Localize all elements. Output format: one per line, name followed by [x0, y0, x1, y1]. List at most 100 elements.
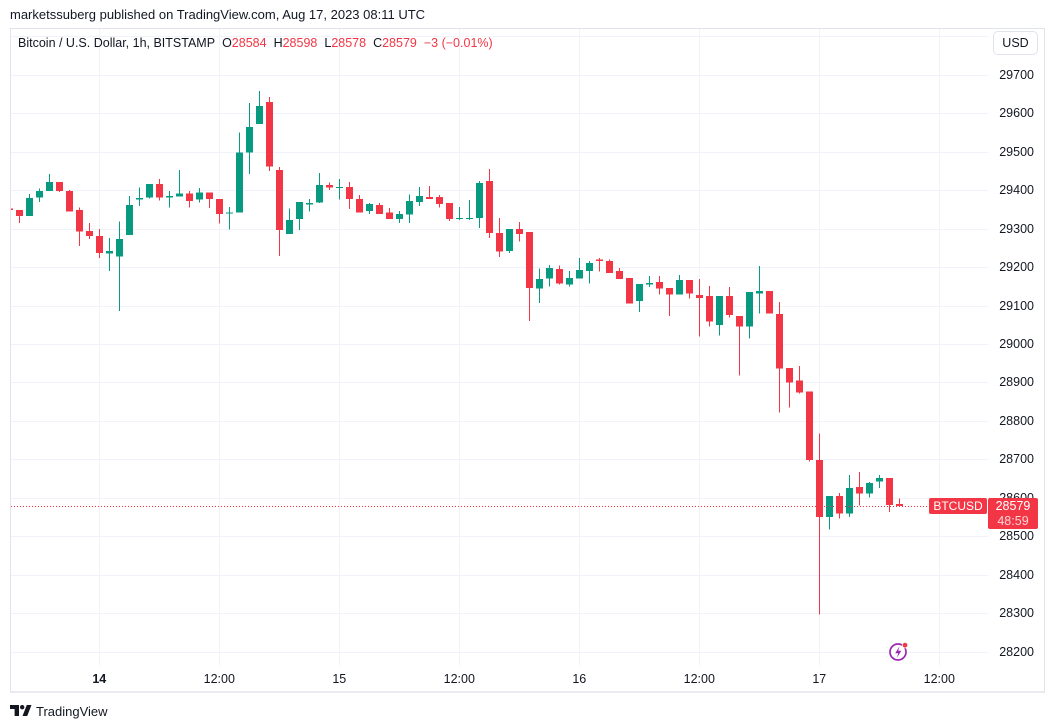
price-axis-label: 29000 — [999, 336, 1034, 351]
price-axis-label: 28800 — [999, 413, 1034, 428]
candle-up — [116, 221, 123, 311]
candle-up — [476, 181, 483, 229]
candle-down — [786, 367, 793, 408]
candle-up — [676, 275, 683, 295]
candle-up — [466, 200, 473, 221]
candle-down — [896, 498, 903, 507]
candle-down — [346, 181, 353, 209]
candle-up — [646, 275, 653, 288]
candle-down — [206, 192, 213, 209]
candle-up — [196, 188, 203, 203]
symbol-description: Bitcoin / U.S. Dollar, 1h, BITSTAMP — [18, 36, 216, 50]
time-axis-label: 12:00 — [443, 672, 475, 686]
candle-down — [696, 278, 703, 337]
candle-down — [266, 96, 273, 171]
candle-down — [436, 195, 443, 208]
time-axis-label: 16 — [572, 672, 587, 686]
candle-down — [726, 287, 733, 318]
price-axis-label: 28300 — [999, 606, 1034, 621]
candle-up — [456, 206, 463, 221]
candle-up — [316, 173, 323, 204]
candle-up — [126, 195, 133, 236]
time-axis-label: 15 — [332, 672, 347, 686]
candle-down — [806, 391, 813, 462]
candle-down — [886, 477, 893, 513]
legend-high: H28598 — [274, 36, 318, 50]
grid-lines — [11, 29, 988, 665]
candle-down — [426, 186, 433, 199]
chart-legend: Bitcoin / U.S. Dollar, 1h, BITSTAMP O 285… — [18, 34, 493, 52]
price-change: −3 (−0.01%) — [423, 36, 493, 50]
candle-down — [856, 471, 863, 506]
candle-down — [616, 268, 623, 279]
candle-up — [296, 201, 303, 231]
candle-down — [11, 208, 13, 211]
low-value: 28578 — [331, 36, 367, 50]
candle-up — [106, 237, 113, 271]
candle-up — [286, 208, 293, 234]
candle-down — [356, 195, 363, 213]
last-price-value: 28579 — [995, 499, 1031, 514]
candle-up — [226, 206, 233, 230]
high-value: 28598 — [282, 36, 318, 50]
time-axis-label: 12:00 — [683, 672, 715, 686]
time-axis-label: 14 — [92, 672, 107, 686]
candle-up — [306, 198, 313, 212]
candle-up — [866, 481, 873, 498]
candles — [11, 91, 903, 615]
currency-button[interactable]: USD — [993, 31, 1038, 55]
last-price-tag: 28579 48:59 — [988, 498, 1038, 530]
candle-up — [716, 295, 723, 336]
candle-up — [256, 91, 263, 124]
candle-up — [566, 270, 573, 287]
candle-down — [56, 181, 63, 192]
candle-down — [596, 258, 603, 272]
price-axis-label: 28400 — [999, 567, 1034, 582]
candle-down — [776, 302, 783, 413]
candle-up — [366, 203, 373, 214]
low-label: L — [324, 36, 332, 50]
candle-down — [216, 198, 223, 224]
candle-up — [46, 173, 53, 191]
price-axis-label: 29200 — [999, 260, 1034, 275]
chart-frame — [10, 28, 1045, 693]
candle-down — [796, 365, 803, 394]
candle-down — [496, 218, 503, 258]
symbol-price-label: BTCUSD — [929, 498, 987, 515]
price-axis-label: 28900 — [999, 375, 1034, 390]
candle-down — [276, 166, 283, 256]
price-axis-label: 29100 — [999, 298, 1034, 313]
candle-down — [66, 190, 73, 212]
candle-up — [826, 496, 833, 530]
candle-down — [686, 280, 693, 299]
candle-up — [876, 474, 883, 488]
price-axis-label: 28200 — [999, 644, 1034, 659]
lightning-bolt-circle-icon[interactable] — [889, 642, 909, 661]
tradingview-logo-icon — [10, 705, 32, 716]
price-axis-label: 28700 — [999, 452, 1034, 467]
candle-down — [76, 207, 83, 246]
legend-close: C28579 — [373, 36, 417, 50]
candle-up — [146, 183, 153, 199]
candle-down — [766, 290, 773, 314]
candle-down — [96, 228, 103, 258]
open-label: O — [222, 36, 232, 50]
tradingview-link[interactable]: TradingView — [10, 702, 108, 720]
published-by-text: marketssuberg published on TradingView.c… — [10, 7, 426, 22]
candle-down — [706, 285, 713, 327]
candle-down — [836, 492, 843, 519]
candle-up — [546, 265, 553, 287]
candle-up — [536, 268, 543, 303]
candle-down — [666, 288, 673, 316]
time-axis-label: 12:00 — [923, 672, 955, 686]
candle-down — [486, 168, 493, 238]
candle-up — [136, 187, 143, 206]
candle-up — [246, 103, 253, 174]
candle-down — [16, 210, 23, 223]
candle-down — [626, 278, 633, 304]
candle-down — [86, 222, 93, 239]
candle-up — [846, 474, 853, 518]
price-axis-label: 29300 — [999, 221, 1034, 236]
candle-down — [606, 259, 613, 273]
